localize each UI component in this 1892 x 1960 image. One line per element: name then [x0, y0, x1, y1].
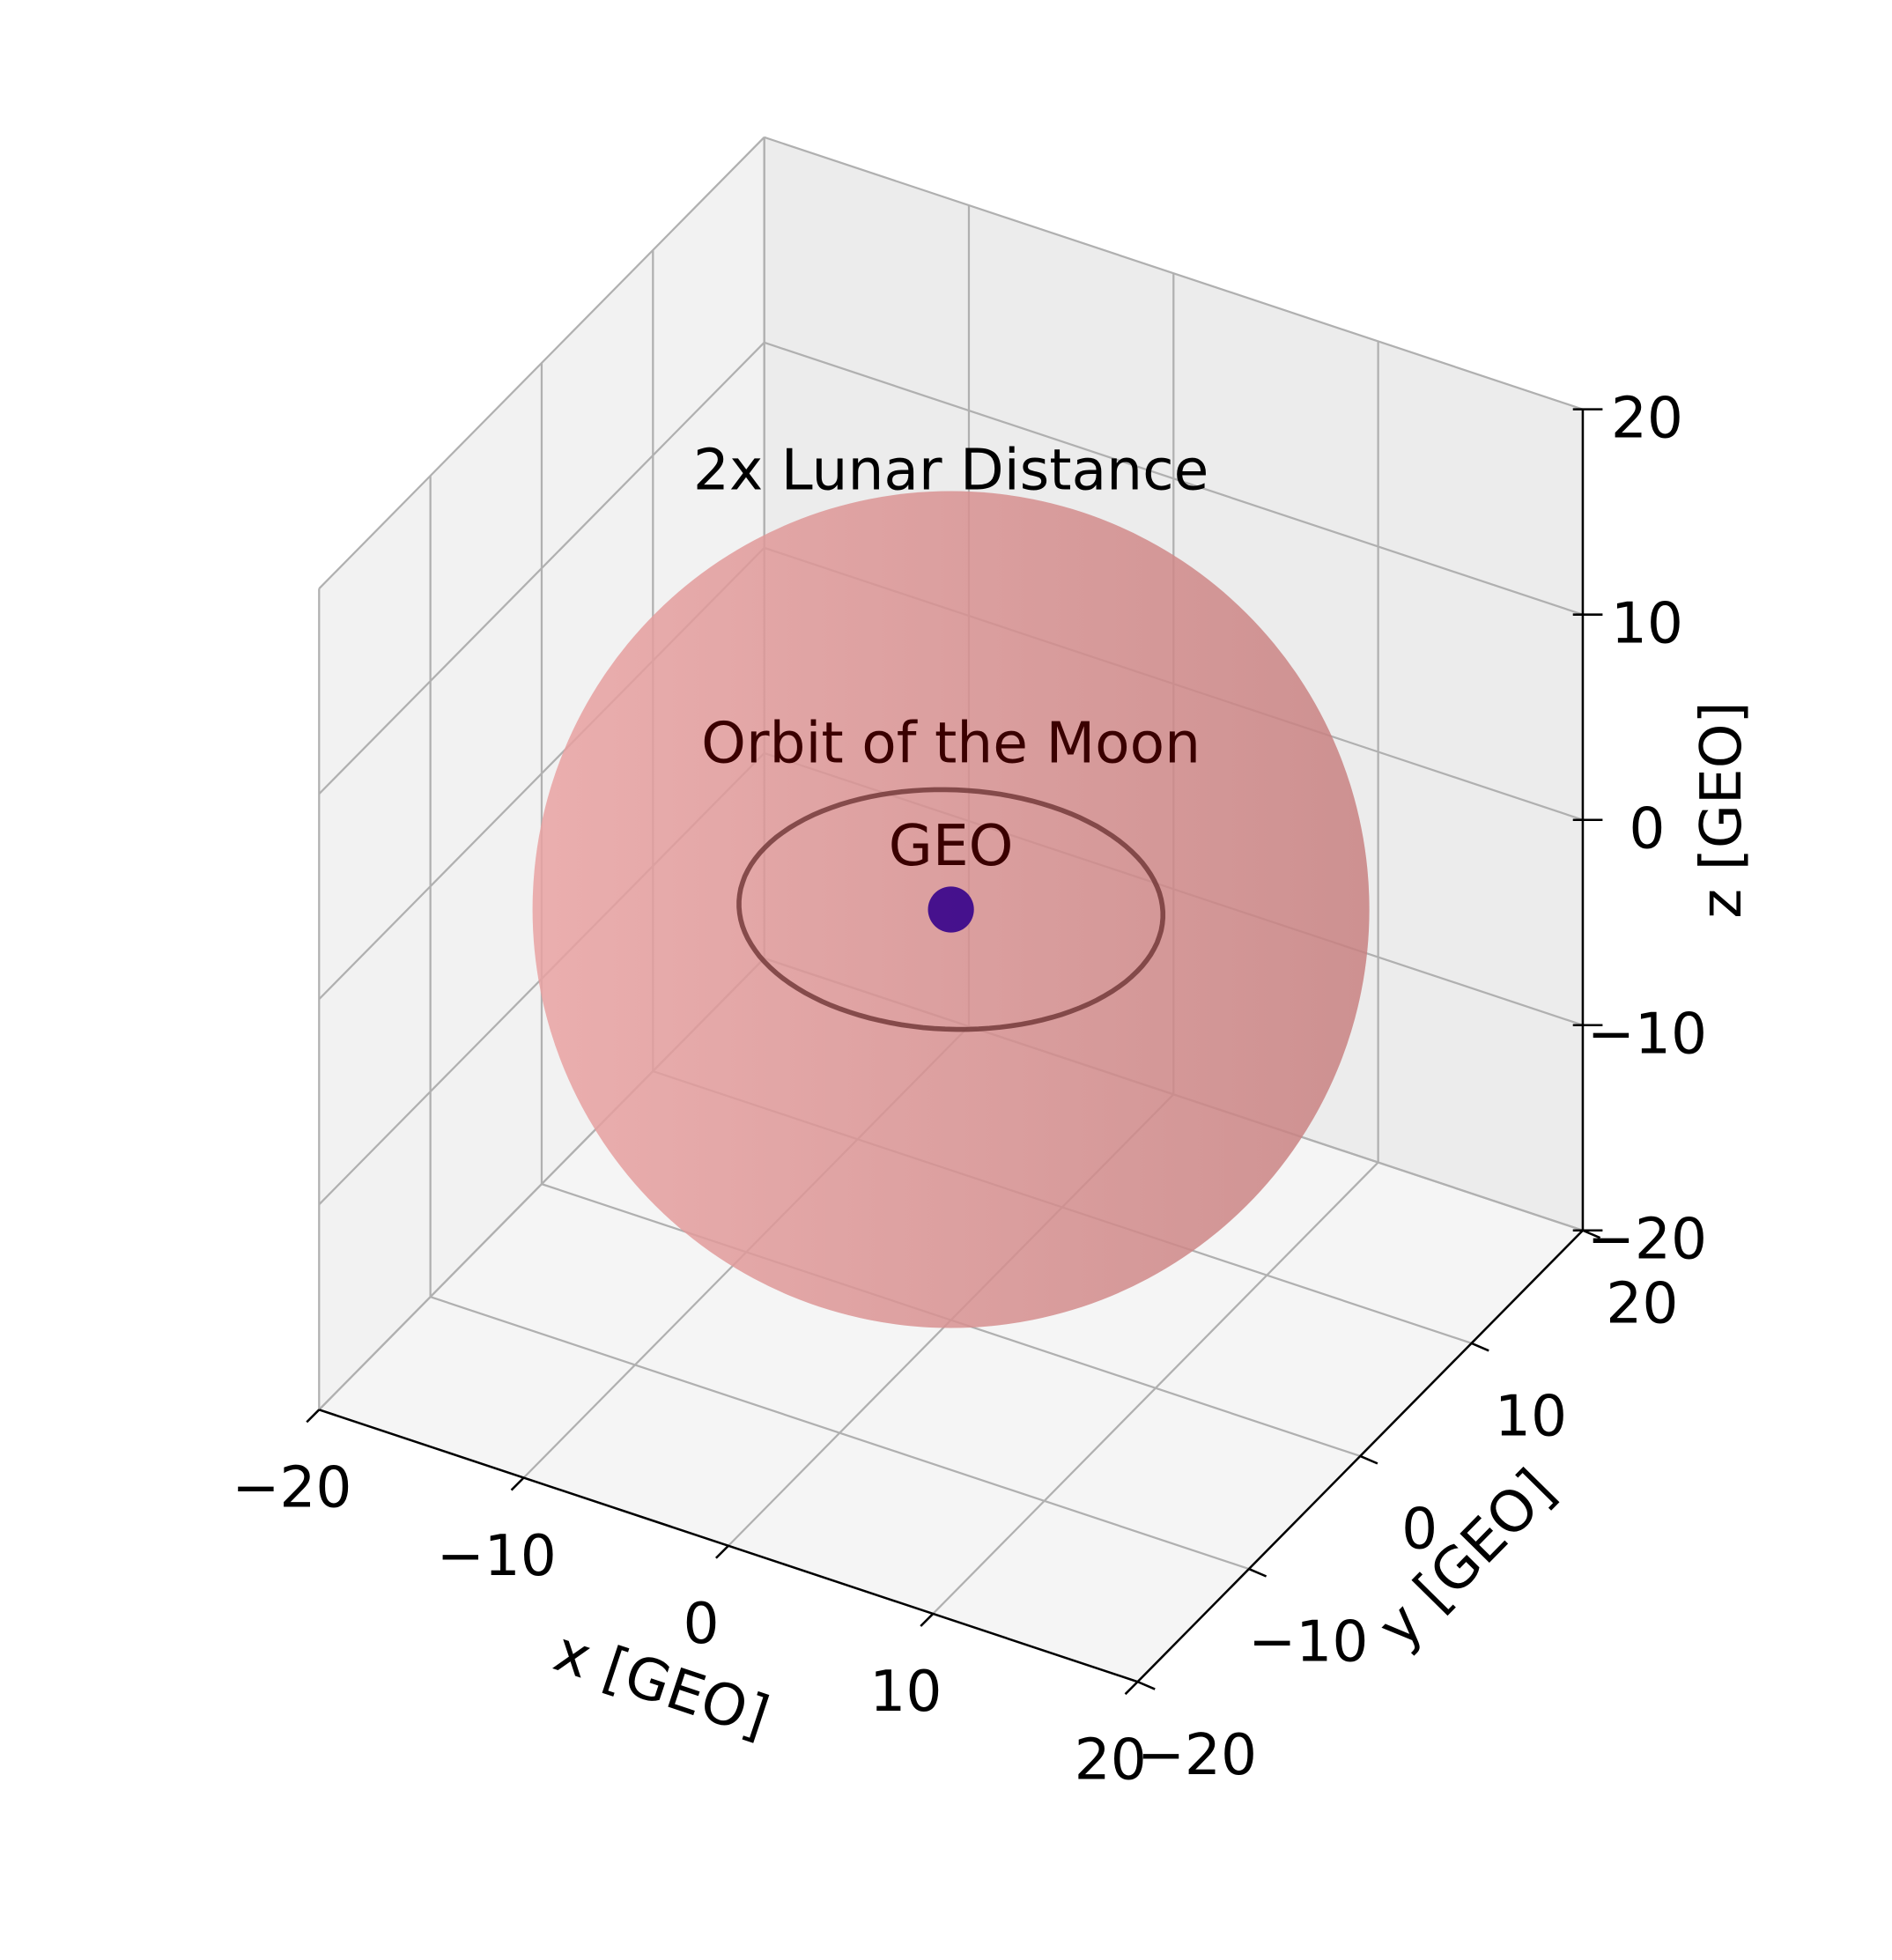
y-tick — [1471, 1342, 1489, 1352]
y-tick-label: −20 — [1137, 1722, 1257, 1788]
z-tick-label: 0 — [1629, 795, 1665, 862]
grid-line — [318, 342, 765, 795]
y-axis-label: y [GEO] — [1365, 1457, 1567, 1660]
y-tick — [1359, 1454, 1378, 1465]
z-tick-label: −20 — [1587, 1206, 1707, 1272]
x-tick-label: −20 — [232, 1455, 351, 1521]
x-axis-line — [318, 1409, 1138, 1683]
y-tick-label: 0 — [1401, 1497, 1437, 1563]
orbit — [736, 787, 1166, 1032]
z-tick-label: 20 — [1611, 385, 1683, 451]
y-tick — [1137, 1680, 1156, 1690]
y-axis-line — [1136, 1229, 1584, 1683]
objects: 2x Lunar Distance Orbit of the Moon GEO — [532, 437, 1370, 1328]
sphere — [928, 886, 974, 933]
y-tick-label: 10 — [1495, 1383, 1567, 1449]
x-tick — [510, 1476, 525, 1491]
grid-line — [430, 1296, 1250, 1571]
y-tick — [1248, 1567, 1267, 1578]
object-label: Orbit of the Moon — [701, 710, 1201, 776]
x-tick — [1124, 1681, 1139, 1696]
z-tick-label: −10 — [1587, 1001, 1707, 1067]
y-tick-label: 20 — [1606, 1270, 1678, 1336]
grid-line — [318, 137, 765, 589]
x-tick-label: 20 — [1075, 1727, 1147, 1793]
z-tick-label: 10 — [1611, 590, 1683, 656]
x-tick-label: 10 — [869, 1659, 942, 1725]
grid-line — [764, 341, 1584, 616]
x-tick-label: 0 — [684, 1591, 720, 1657]
x-tick — [920, 1613, 935, 1627]
x-tick-label: −10 — [437, 1523, 557, 1589]
x-tick — [715, 1544, 729, 1559]
y-tick — [1582, 1229, 1601, 1239]
object-label: 2x Lunar Distance — [693, 437, 1208, 503]
y-tick-label: −10 — [1248, 1609, 1368, 1675]
x-axis-label: x [GEO] — [546, 1618, 777, 1750]
object-label: GEO — [889, 813, 1014, 879]
z-axis-label: z [GEO] — [1689, 701, 1755, 918]
x-tick — [306, 1409, 321, 1424]
grid-line — [764, 136, 1584, 410]
